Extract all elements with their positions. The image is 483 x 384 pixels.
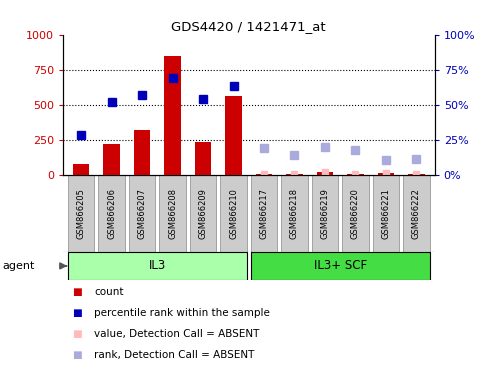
Bar [225,96,242,175]
Bar [251,175,277,252]
Bar [195,142,212,175]
Bar [256,174,272,175]
Text: GSM866221: GSM866221 [382,188,390,238]
Text: ■: ■ [72,308,82,318]
Bar [164,56,181,175]
Text: value, Detection Call = ABSENT: value, Detection Call = ABSENT [94,329,259,339]
Text: rank, Detection Call = ABSENT: rank, Detection Call = ABSENT [94,350,255,360]
Bar [403,175,430,252]
Text: count: count [94,287,124,297]
Bar [378,173,394,175]
Text: ■: ■ [72,287,82,297]
Bar [372,175,399,252]
Bar [159,175,186,252]
Text: IL3: IL3 [149,260,166,272]
Bar [103,144,120,175]
Bar [408,174,425,175]
Text: IL3+ SCF: IL3+ SCF [313,260,367,272]
Text: GSM866217: GSM866217 [259,188,269,238]
Text: ■: ■ [72,329,82,339]
Bar [220,175,247,252]
Bar [251,252,430,280]
Text: GSM866210: GSM866210 [229,188,238,238]
Bar [312,175,339,252]
Text: GSM866218: GSM866218 [290,188,299,238]
Bar [190,175,216,252]
Text: GSM866205: GSM866205 [77,188,85,238]
Bar [68,252,247,280]
Bar [98,175,125,252]
Title: GDS4420 / 1421471_at: GDS4420 / 1421471_at [171,20,326,33]
Text: GSM866220: GSM866220 [351,188,360,238]
Text: percentile rank within the sample: percentile rank within the sample [94,308,270,318]
Text: agent: agent [2,261,35,271]
Text: GSM866209: GSM866209 [199,188,208,238]
Bar [347,174,364,175]
Bar [73,164,89,175]
Bar [316,172,333,175]
Text: GSM866207: GSM866207 [138,188,146,238]
Text: GSM866222: GSM866222 [412,188,421,238]
Bar [128,175,156,252]
Bar [342,175,369,252]
Text: GSM866206: GSM866206 [107,188,116,238]
Bar [68,175,95,252]
Bar [134,130,150,175]
Bar [281,175,308,252]
Text: GSM866208: GSM866208 [168,188,177,238]
Bar [286,174,303,175]
Text: ■: ■ [72,350,82,360]
Text: GSM866219: GSM866219 [320,188,329,238]
